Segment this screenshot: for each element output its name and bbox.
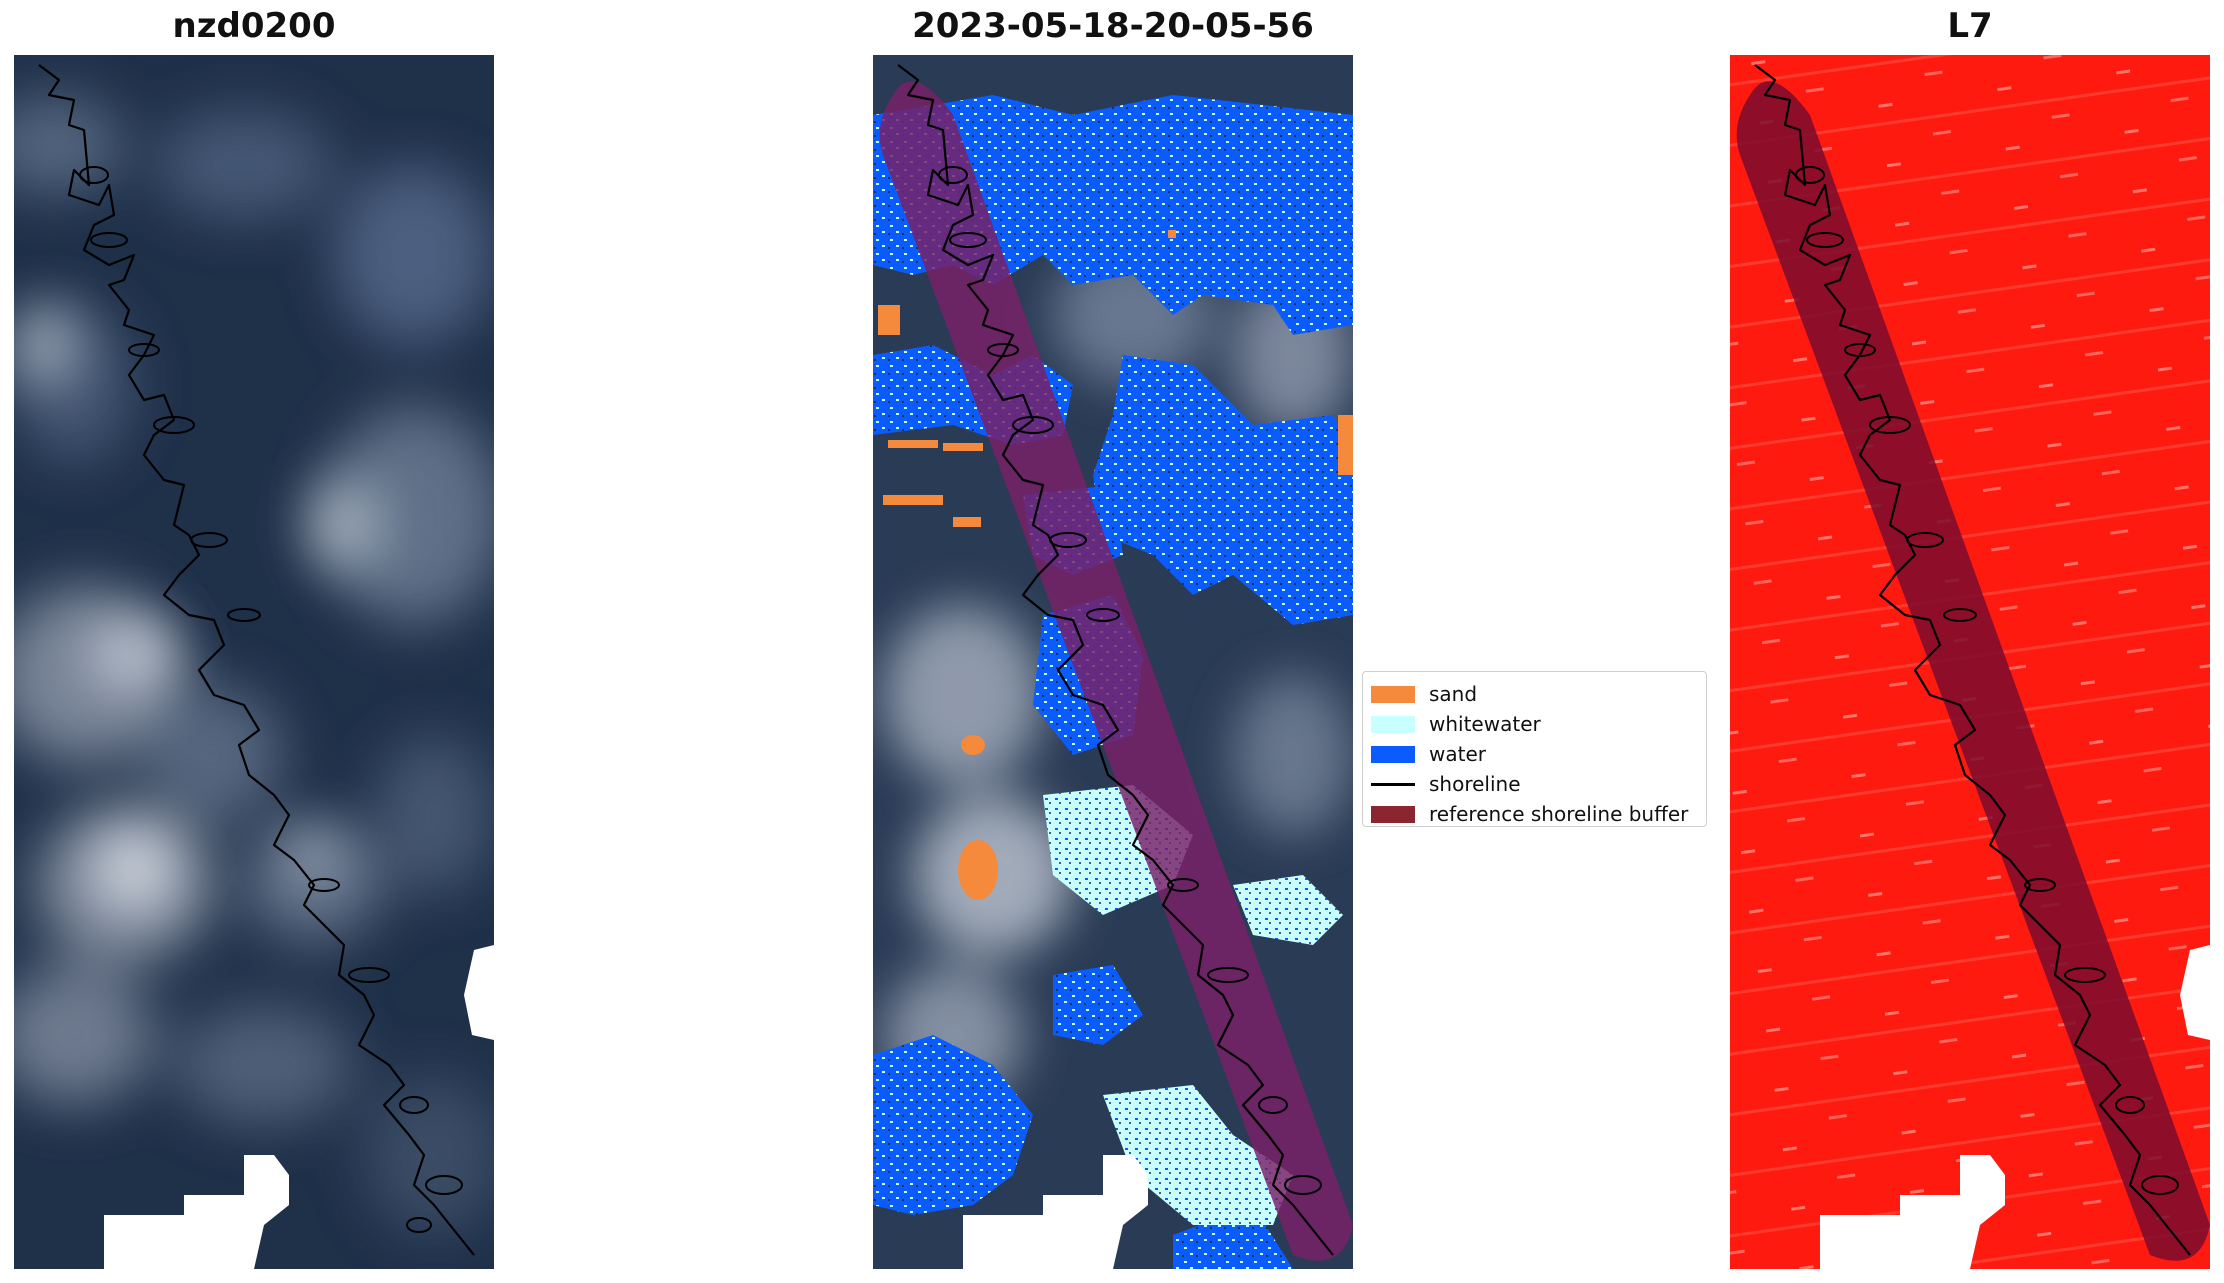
l7-image [1730, 55, 2210, 1269]
water-swatch [1371, 745, 1415, 763]
classification-image [873, 55, 1353, 1269]
legend-label: sand [1429, 682, 1478, 706]
legend-item-whitewater: whitewater [1371, 709, 1698, 739]
buffer-swatch [1371, 805, 1415, 823]
legend-label: shoreline [1429, 772, 1521, 796]
panel-title-1: nzd0200 [172, 6, 336, 46]
legend-label: whitewater [1429, 712, 1541, 736]
legend-item-water: water [1371, 739, 1698, 769]
rgb-image-panel [14, 55, 494, 1269]
sand-swatch [1371, 685, 1415, 703]
legend-label: water [1429, 742, 1486, 766]
panel-title-3: L7 [1947, 6, 1993, 46]
classification-panel [873, 55, 1353, 1269]
panel-title-2: 2023-05-18-20-05-56 [912, 6, 1314, 46]
legend-item-buffer: reference shoreline buffer [1371, 799, 1698, 829]
legend-label: reference shoreline buffer [1429, 802, 1689, 826]
l7-image-panel [1730, 55, 2210, 1269]
legend-item-shoreline: shoreline [1371, 769, 1698, 799]
legend: sand whitewater water shoreline referenc… [1362, 671, 1707, 827]
whitewater-swatch [1371, 715, 1415, 733]
rgb-image [14, 55, 494, 1269]
shoreline-swatch [1371, 782, 1415, 786]
legend-item-sand: sand [1371, 679, 1698, 709]
